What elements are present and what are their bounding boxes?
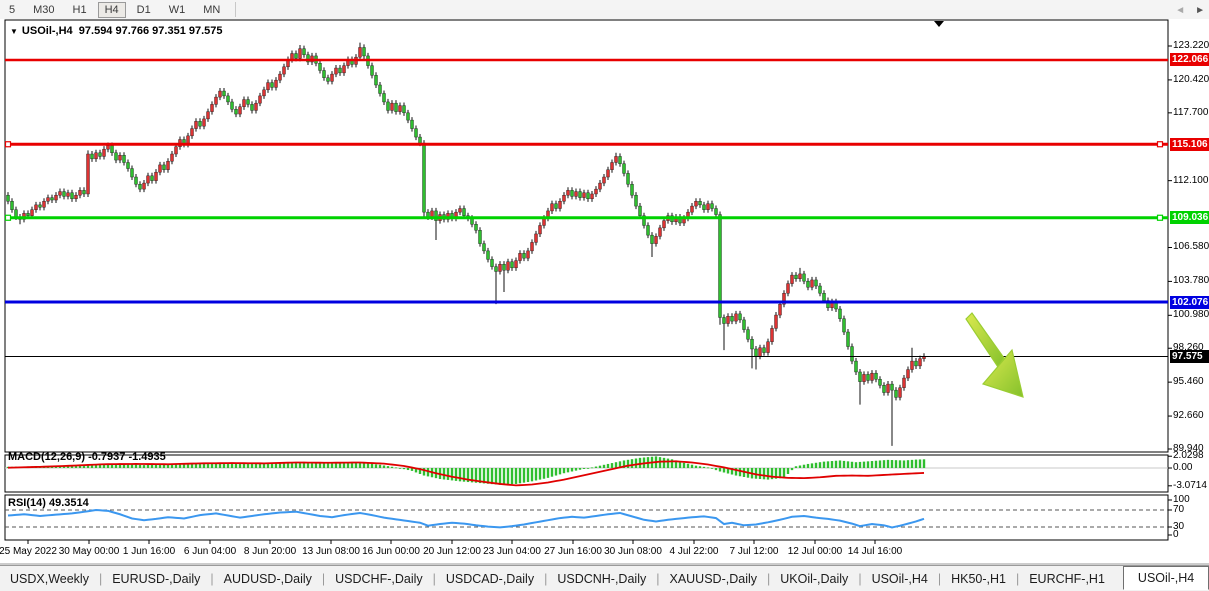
macd-indicator-label: MACD(12,26,9) -0.7937 -1.4935 [8, 451, 166, 463]
macd-scale-label: 2.0298 [1173, 450, 1204, 462]
price-tick-label: 112.100 [1173, 174, 1209, 186]
price-tick-label: 103.780 [1173, 275, 1209, 287]
scroll-left-icon[interactable]: ◄ [1175, 5, 1186, 16]
tab-separator: | [656, 572, 660, 586]
rsi-scale-label: 0 [1173, 529, 1179, 540]
date-tick-label: 6 Jun 04:00 [183, 546, 237, 557]
line-price-tag: 115.106 [1170, 137, 1209, 151]
rsi-line [7, 508, 925, 529]
tab-separator: | [432, 572, 436, 586]
timeframe-button-d1[interactable]: D1 [136, 3, 151, 16]
line-price-tag: 102.076 [1170, 295, 1209, 309]
timeframe-button-h4[interactable]: H4 [97, 1, 126, 18]
tab-hk50-h1[interactable]: HK50-,H1 [951, 572, 1006, 586]
main-pane-border [4, 19, 1169, 453]
timeframe-button-m30[interactable]: M30 [33, 3, 55, 16]
tab-separator: | [858, 572, 862, 586]
tab-separator: | [544, 572, 548, 586]
macd-scale-label: -3.0714 [1173, 479, 1207, 491]
price-tick-label: 117.700 [1173, 106, 1209, 118]
macd-pane-border [4, 454, 1169, 493]
current-price-tag: 97.575 [1170, 350, 1209, 364]
rsi-scale-label: 70 [1173, 504, 1185, 515]
line-handle [1156, 214, 1164, 221]
date-tick-label: 27 Jun 16:00 [544, 546, 602, 557]
rsi-scale-label: 100 [1173, 494, 1190, 505]
price-tick-label: 92.660 [1173, 410, 1204, 422]
tab-separator: | [767, 572, 771, 586]
price-tick-label: 95.460 [1173, 376, 1204, 388]
tab-audusd-daily[interactable]: AUDUSD-,Daily [223, 572, 312, 586]
tab-separator: | [937, 572, 942, 586]
price-tick-label: 106.580 [1173, 241, 1209, 253]
macd-scale-label: 0.00 [1173, 462, 1193, 473]
timeframe-toolbar: 5 M30 H1 H4 D1 W1 MN [0, 0, 1209, 20]
chart-shift-marker-icon[interactable] [934, 21, 944, 27]
rsi-pane-border [4, 494, 1169, 541]
date-tick-label: 30 Jun 08:00 [604, 546, 662, 557]
date-tick-label: 4 Jul 22:00 [669, 546, 719, 557]
line-price-tag: 109.036 [1170, 211, 1209, 225]
price-tick-label: 89.940 [1173, 442, 1204, 454]
tab-usdx-weekly[interactable]: USDX,Weekly [10, 572, 89, 586]
tab-usdchf-daily[interactable]: USDCHF-,Daily [335, 572, 423, 586]
tab-separator: | [98, 572, 103, 586]
chart-tab-bar: USDX,Weekly | EURUSD-,Daily | AUDUSD-,Daily |… [0, 565, 1209, 591]
chart-window[interactable]: ▼ USOil-,H4 97.594 97.766 97.351 97.575 M… [0, 19, 1209, 565]
chart-symbol: USOil-,H4 [21, 25, 73, 37]
tab-xauusd-daily[interactable]: XAUUSD-,Daily [669, 572, 757, 586]
toolbar-separator [235, 2, 237, 17]
timeframe-button-5[interactable]: 5 [9, 3, 16, 16]
price-chart-svg[interactable] [0, 19, 1209, 565]
line-handle [4, 141, 12, 148]
chart-title: ▼ USOil-,H4 97.594 97.766 97.351 97.575 [10, 25, 223, 37]
line-handle [4, 214, 12, 221]
date-tick-label: 1 Jun 16:00 [122, 546, 176, 557]
date-tick-label: 13 Jun 08:00 [302, 546, 360, 557]
price-tick-label: 120.420 [1173, 73, 1209, 85]
line-handle [1156, 141, 1164, 148]
tab-usoil-h4[interactable]: USOil-,H4 [871, 572, 928, 586]
date-tick-label: 20 Jun 12:00 [423, 546, 481, 557]
date-tick-label: 12 Jul 00:00 [787, 546, 843, 557]
tab-separator: | [321, 572, 326, 586]
tab-separator: | [1015, 572, 1020, 586]
tab-eurusd-daily[interactable]: EURUSD-,Daily [112, 572, 201, 586]
down-trend-arrow[interactable] [965, 312, 1024, 398]
macd-signal-line [7, 460, 925, 487]
tab-usoil-h4[interactable]: USOil-,H4 [1122, 566, 1209, 590]
date-tick-label: 23 Jun 04:00 [483, 546, 541, 557]
date-tick-label: 14 Jul 16:00 [847, 546, 903, 557]
rsi-scale-label: 30 [1173, 521, 1185, 532]
tab-eurchf-h1[interactable]: EURCHF-,H1 [1029, 572, 1105, 586]
price-tick-label: 123.220 [1173, 40, 1209, 51]
price-tick-label: 98.260 [1173, 342, 1204, 354]
line-price-tag: 122.066 [1170, 53, 1209, 67]
timeframe-button-w1[interactable]: W1 [168, 3, 186, 16]
date-tick-label: 16 Jun 00:00 [362, 546, 420, 557]
date-tick-label: 30 May 00:00 [58, 546, 120, 557]
date-tick-label: 25 May 2022 [0, 546, 57, 557]
tab-scroll-buttons: ◄ ► [1175, 5, 1205, 16]
date-tick-label: 8 Jun 20:00 [243, 546, 297, 557]
timeframe-button-mn[interactable]: MN [203, 3, 221, 16]
scroll-right-icon[interactable]: ► [1195, 5, 1205, 16]
date-tick-label: 7 Jul 12:00 [729, 546, 779, 557]
chevron-down-icon: ▼ [10, 27, 18, 36]
tab-separator: | [210, 572, 214, 586]
tab-usdcnh-daily[interactable]: USDCNH-,Daily [557, 572, 647, 586]
tab-ukoil-daily[interactable]: UKOil-,Daily [780, 572, 849, 586]
rsi-indicator-label: RSI(14) 49.3514 [8, 497, 89, 509]
timeframe-button-h1[interactable]: H1 [72, 3, 87, 16]
price-tick-label: 100.980 [1173, 309, 1209, 321]
tab-usdcad-daily[interactable]: USDCAD-,Daily [445, 572, 535, 586]
chart-ohlc-values: 97.594 97.766 97.351 97.575 [78, 25, 223, 37]
